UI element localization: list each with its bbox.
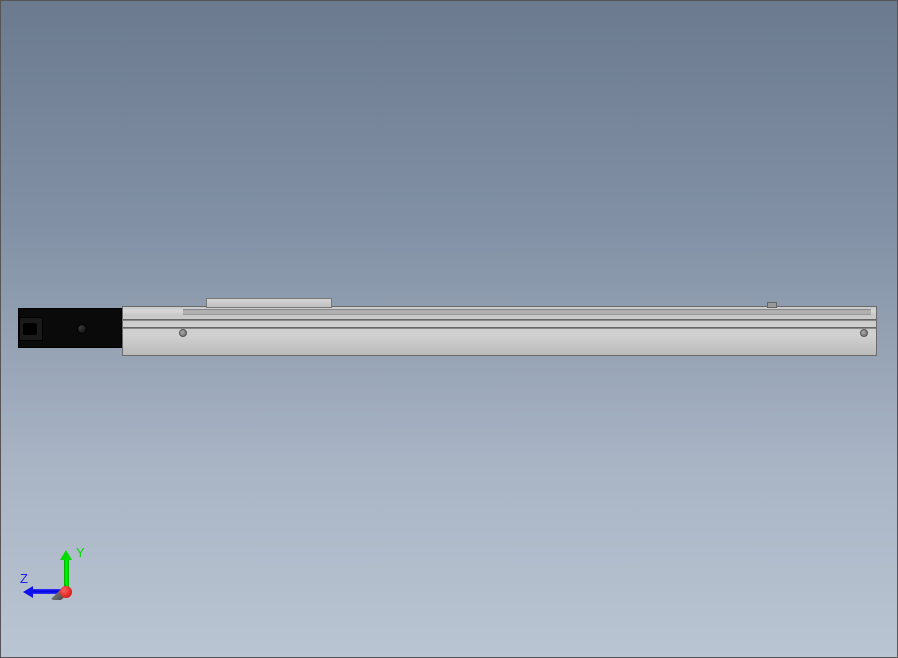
rail-bolt-left	[179, 329, 187, 337]
motor-housing[interactable]	[18, 308, 122, 348]
carriage-block[interactable]	[206, 298, 332, 308]
limit-tab	[767, 302, 777, 308]
y-axis-arrow-icon	[60, 550, 72, 560]
view-triad[interactable]: Y Z	[20, 544, 80, 604]
rail-bolt-right	[860, 329, 868, 337]
y-axis	[64, 558, 69, 588]
cad-viewport[interactable]: Y Z	[0, 0, 898, 658]
motor-connector	[23, 323, 37, 335]
rail-t-slot	[183, 309, 871, 315]
rail-extrusion[interactable]	[122, 306, 877, 356]
linear-rail-model[interactable]	[18, 298, 877, 358]
z-axis-label: Z	[20, 571, 28, 586]
rail-groove-upper	[123, 319, 876, 321]
z-axis-arrow-icon	[23, 586, 33, 598]
motor-bolt	[77, 324, 87, 334]
rail-groove-lower	[123, 327, 876, 329]
y-axis-label: Y	[76, 545, 85, 560]
triad-origin-icon	[60, 586, 72, 598]
